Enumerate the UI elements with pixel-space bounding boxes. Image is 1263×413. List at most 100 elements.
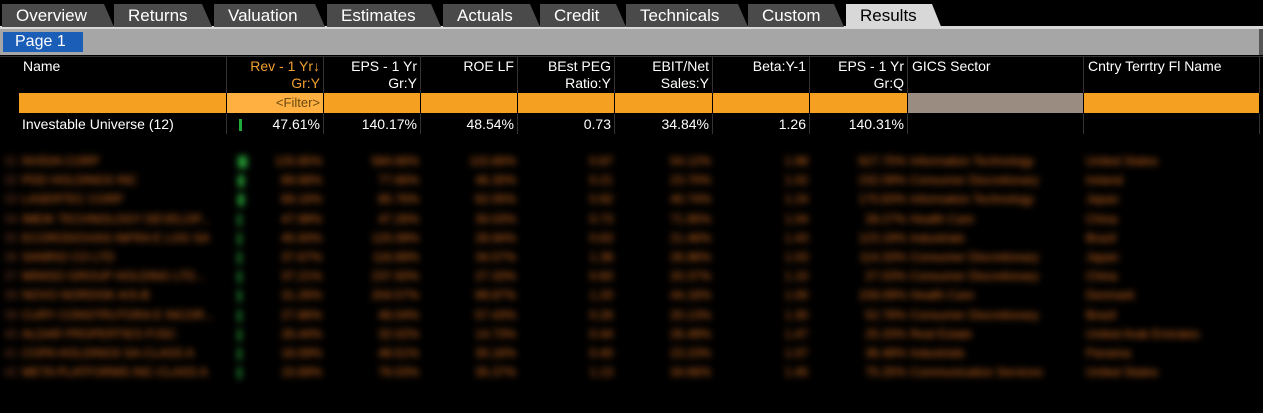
result-cell-country: Brazil [1086,230,1117,245]
col-header-ebit[interactable]: EBIT/Net Sales:Y [615,56,713,93]
result-cell-name: MINISO GROUP HOLDING LTD... [22,269,205,284]
result-cell-eps: 46.04% [378,307,419,322]
filter-cell-beta[interactable] [713,93,810,113]
col-header-ebit-l1: EBIT/Net [652,58,709,74]
result-cell-epsq: 75.25% [865,365,906,380]
page-1-button[interactable]: Page 1 [3,32,83,52]
result-row[interactable]: 36 SANRIO CO LTD 37.67% 116.69% 34.57% 1.38 26… [0,248,1263,266]
summary-rev-value: 47.61% [272,116,320,132]
result-cell-eps: 125.09% [371,230,419,245]
col-header-name[interactable]: Name [19,56,227,93]
result-cell-peg: 0.40 [589,346,613,360]
result-cell-rev: 16.59% [281,346,322,360]
summary-gics [908,114,1084,134]
col-header-epsq-l1: EPS - 1 Yr [838,58,904,74]
col-header-eps-l1: EPS - 1 Yr [351,58,417,74]
result-cell-name: CURY CONSTRUTORA E INCOR... [22,307,215,322]
tab-returns[interactable]: Returns [114,4,212,27]
result-cell-eps: 237.93% [371,269,419,284]
filter-cell-rev[interactable]: <Filter> [227,93,324,113]
filter-cell-epsq[interactable] [810,93,908,113]
result-cell-eps: 116.69% [372,250,419,264]
result-cell-rev: 125.85% [274,154,322,168]
tab-overview[interactable]: Overview [2,4,114,27]
result-row[interactable]: 35 ECORODOVIAS INFRA E LOG SA 45.93% 125.09… [0,229,1263,247]
col-header-rev-growth[interactable]: Rev - 1 Yr↓ Gr:Y [227,56,324,93]
tab-actuals[interactable]: Actuals [443,4,540,27]
col-header-eps-growth-q[interactable]: EPS - 1 Yr Gr:Q [810,56,908,93]
result-cell-rev: 37.21% [281,269,322,284]
result-cell-eps: 47.26% [378,211,419,226]
result-cell-roe: 62.05% [475,192,516,207]
filter-cell-peg[interactable] [518,93,615,113]
col-header-country-l1: Cntry Terrtry Fl Name [1088,58,1222,74]
tab-technicals[interactable]: Technicals [626,4,748,27]
result-cell-n: 35 [4,230,18,245]
result-cell-epsq: 25.33% [865,326,906,341]
col-header-peg[interactable]: BEst PEG Ratio:Y [518,56,615,93]
result-cell-n: 37 [4,269,18,284]
filter-row: <Filter> [19,93,1260,113]
col-header-eps-l2: Gr:Y [388,75,417,91]
result-cell-name: LASERTEC CORP [22,192,124,207]
result-row[interactable]: 38 NOVO NORDISK A/S-B 31.26% 204.57% 99.87% 1… [0,286,1263,304]
result-cell-rev: 69.16% [281,192,322,207]
result-cell-epsq: 114.33% [859,250,906,264]
result-row[interactable]: 41 COPA HOLDINGS SA-CLASS A 16.59% 48.51% 30… [0,344,1263,362]
result-row[interactable]: 42 META PLATFORMS INC-CLASS A 15.69% 76.03%… [0,363,1263,381]
result-cell-ebit: 26.96% [670,250,711,264]
col-header-peg-l2: Ratio:Y [565,75,611,91]
summary-row[interactable]: Investable Universe (12) 47.61% 140.17% … [0,114,1263,134]
col-header-gics-sector[interactable]: GICS Sector [908,56,1084,93]
summary-peg: 0.73 [518,114,615,134]
grid-top-border [0,56,1263,57]
col-header-rev-l2: Gr:Y [291,75,320,91]
tab-credit[interactable]: Credit [540,4,626,27]
filter-cell-name[interactable] [19,93,227,113]
result-cell-roe: 35.37% [475,365,516,380]
tab-results[interactable]: Results [846,4,942,29]
col-header-gics-l1: GICS Sector [912,58,991,74]
result-cell-beta: 1.98 [784,154,808,168]
col-header-beta[interactable]: Beta:Y-1 [713,56,810,93]
result-row[interactable]: 39 CURY CONSTRUTORA E INCOR... 27.86% 46.04… [0,306,1263,324]
result-cell-epsq: 27.03% [865,269,906,284]
col-header-eps-growth-y[interactable]: EPS - 1 Yr Gr:Y [324,56,421,93]
result-cell-eps: 32.02% [378,326,419,341]
result-row[interactable]: 34 IMEIK TECHNOLOGY DEVELOP... 47.99% 47.26… [0,210,1263,228]
result-row[interactable]: 37 MINISO GROUP HOLDING LTD... 37.21% 237.9… [0,267,1263,285]
result-cell-rev: 47.99% [281,211,322,226]
result-cell-eps: 48.51% [378,346,419,360]
result-cell-epsq: 159.09% [858,288,906,303]
tab-estimates[interactable]: Estimates [327,4,441,27]
result-cell-beta: 1.04 [784,211,808,226]
filter-cell-roe[interactable] [421,93,518,113]
result-cell-beta: 1.03 [784,250,808,264]
rev-bar [238,194,244,207]
result-row[interactable]: 40 ALDAR PROPERTIES PJSC 26.44% 32.02% 14.73… [0,325,1263,343]
result-cell-ebit: 20.37% [670,269,711,284]
col-header-roe[interactable]: ROE LF [421,56,518,93]
col-header-ebit-l2: Sales:Y [660,75,709,91]
result-cell-beta: 1.43 [784,230,808,245]
rev-bar [238,367,241,380]
result-row[interactable]: 33 LASERTEC CORP 69.16% 85.76% 62.05% 0.92 40.… [0,190,1263,208]
result-cell-roe: 27.33% [475,269,516,284]
result-cell-ebit: 20.13% [670,307,711,322]
tab-custom[interactable]: Custom [748,4,844,27]
col-header-peg-l1: BEst PEG [547,58,611,74]
filter-cell-ebit[interactable] [615,93,713,113]
col-header-country[interactable]: Cntry Terrtry Fl Name [1084,56,1260,93]
filter-cell-country[interactable] [1084,93,1260,113]
result-row[interactable]: 32 PDD HOLDINGS INC 89.68% 77.66% 46.30% 0.21… [0,171,1263,189]
tab-valuation[interactable]: Valuation [214,4,325,27]
tab-bar: Overview Returns Valuation Estimates Act… [0,0,1263,30]
filter-cell-eps[interactable] [324,93,421,113]
rev-bar [239,119,242,131]
result-cell-roe: 34.57% [475,250,516,264]
result-cell-sector: Consumer Discretionary [910,307,1039,322]
result-cell-roe: 30.16% [475,346,516,360]
result-cell-sector: Communication Services [910,365,1043,380]
filter-cell-gics[interactable] [908,93,1084,113]
result-row[interactable]: 31 NVIDIA CORP 125.85% 584.66% 115.66% 0.87 54… [0,152,1263,170]
